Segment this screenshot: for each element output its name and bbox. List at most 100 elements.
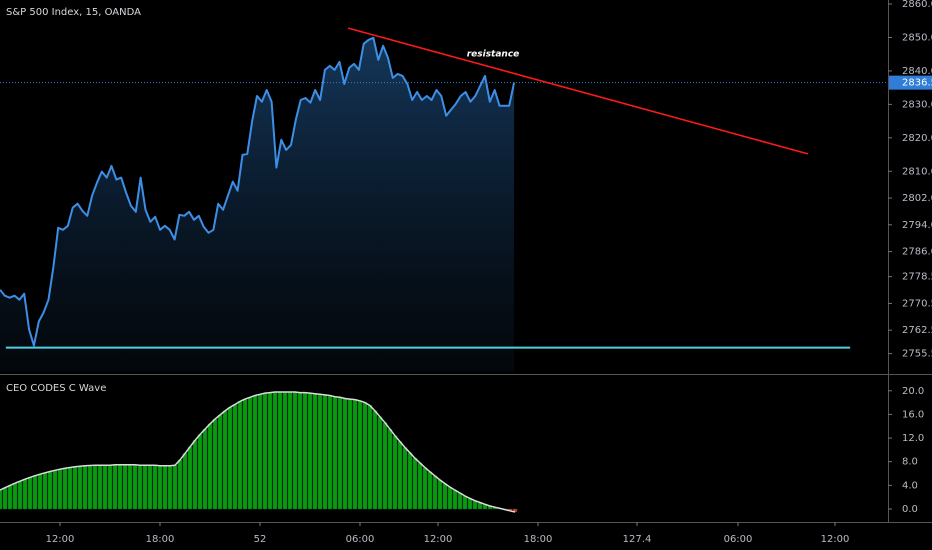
histogram-bar: [262, 392, 268, 510]
y-tick-label: 0.0: [902, 504, 918, 515]
histogram-bar: [312, 393, 318, 510]
histogram-bar: [292, 391, 298, 510]
histogram-bar: [237, 401, 243, 510]
histogram-bar: [342, 398, 348, 510]
histogram-bar: [32, 475, 38, 510]
histogram-bar: [37, 473, 43, 510]
histogram-bar: [272, 391, 278, 510]
histogram-bar: [127, 464, 133, 510]
histogram-bar: [257, 394, 263, 510]
area-fill: [0, 37, 515, 373]
histogram-bar: [352, 399, 358, 510]
histogram-bar: [337, 397, 343, 510]
histogram-bar: [247, 397, 253, 510]
histogram-bar: [407, 452, 413, 510]
y-tick-label: 2810.0: [902, 166, 932, 177]
histogram-bar: [317, 394, 323, 510]
histogram-bar: [357, 400, 363, 510]
histogram-bar: [462, 495, 468, 510]
histogram-bar: [167, 465, 173, 510]
y-tick-label: 2860.0: [902, 0, 932, 10]
histogram-bar: [172, 465, 178, 510]
histogram-bar: [142, 465, 148, 510]
histogram-bar: [102, 465, 108, 510]
histogram-bar: [287, 391, 293, 510]
y-tick-label: 2820.0: [902, 133, 932, 144]
histogram-bar: [132, 464, 138, 510]
histogram-bar: [302, 392, 308, 510]
y-tick-label: 2755.5: [902, 349, 932, 360]
histogram-bar: [17, 480, 23, 510]
histogram-bar: [157, 465, 163, 510]
histogram-bar: [447, 486, 453, 510]
histogram-bar: [432, 475, 438, 510]
histogram-bar: [422, 467, 428, 510]
histogram-bar: [152, 465, 158, 510]
histogram-bar: [387, 428, 393, 510]
histogram-bar: [0, 489, 3, 510]
x-tick-label: 12:00: [46, 534, 75, 545]
histogram-bar: [177, 459, 183, 510]
histogram-bar: [327, 395, 333, 510]
histogram-bar: [307, 392, 313, 510]
histogram-bar: [222, 410, 228, 510]
histogram-bar: [227, 407, 233, 510]
y-tick-label: 2770.5: [902, 298, 932, 309]
y-tick-label: 12.0: [902, 433, 924, 444]
y-tick-label: 2840.0: [902, 66, 932, 77]
y-tick-label: 2794.0: [902, 220, 932, 231]
histogram-bar: [52, 470, 58, 510]
x-tick-label: 18:00: [524, 534, 553, 545]
histogram-bar: [117, 464, 123, 510]
histogram-bar: [362, 402, 368, 510]
histogram-bar: [322, 394, 328, 510]
histogram-bar: [112, 464, 118, 510]
histogram-bar: [377, 416, 383, 510]
histogram-bar: [107, 465, 113, 510]
y-tick-label: 2786.0: [902, 247, 932, 258]
x-tick-label: 127.4: [623, 534, 652, 545]
histogram-bar: [187, 446, 193, 510]
histogram-bar: [12, 482, 18, 510]
last-price-label: 2836.5: [902, 78, 932, 89]
trendline: [348, 27, 809, 155]
x-tick-label: 52: [254, 534, 267, 545]
histogram-bar: [22, 479, 28, 510]
histogram-bar: [417, 462, 423, 510]
histogram-bar: [252, 395, 258, 510]
y-tick-label: 2762.5: [902, 325, 932, 336]
histogram-bar: [202, 428, 208, 510]
y-tick-label: 2850.0: [902, 32, 932, 43]
histogram-bar: [57, 469, 63, 510]
y-tick-label: 2830.0: [902, 99, 932, 110]
histogram-bar: [402, 447, 408, 510]
histogram-bar: [67, 467, 73, 510]
histogram-bar: [192, 440, 198, 510]
y-tick-label: 2778.5: [902, 272, 932, 283]
x-tick-label: 12:00: [424, 534, 453, 545]
histogram-bar: [87, 465, 93, 510]
histogram-bar: [122, 464, 128, 510]
histogram-bar: [27, 477, 33, 510]
histogram-bar: [457, 492, 463, 510]
histogram-bar: [217, 414, 223, 510]
histogram-bar: [427, 471, 433, 510]
histogram-bar: [242, 398, 248, 510]
histogram-bar: [147, 465, 153, 510]
last-price-box: [889, 75, 932, 90]
histogram-bar: [42, 472, 48, 510]
histogram-bar: [197, 434, 203, 510]
histogram-bar: [62, 468, 68, 510]
histogram-bar: [207, 423, 213, 510]
histogram-bar: [382, 422, 388, 510]
histogram-bar: [7, 485, 13, 510]
histogram-bar: [267, 392, 273, 510]
histogram-bar: [232, 404, 238, 510]
histogram-bar: [347, 398, 353, 510]
x-tick-label: 12:00: [821, 534, 850, 545]
histogram-bar: [367, 405, 373, 510]
histogram-bar: [137, 465, 143, 510]
histogram-bar: [92, 465, 98, 510]
histogram-bar: [332, 396, 338, 510]
x-tick-label: 06:00: [724, 534, 753, 545]
